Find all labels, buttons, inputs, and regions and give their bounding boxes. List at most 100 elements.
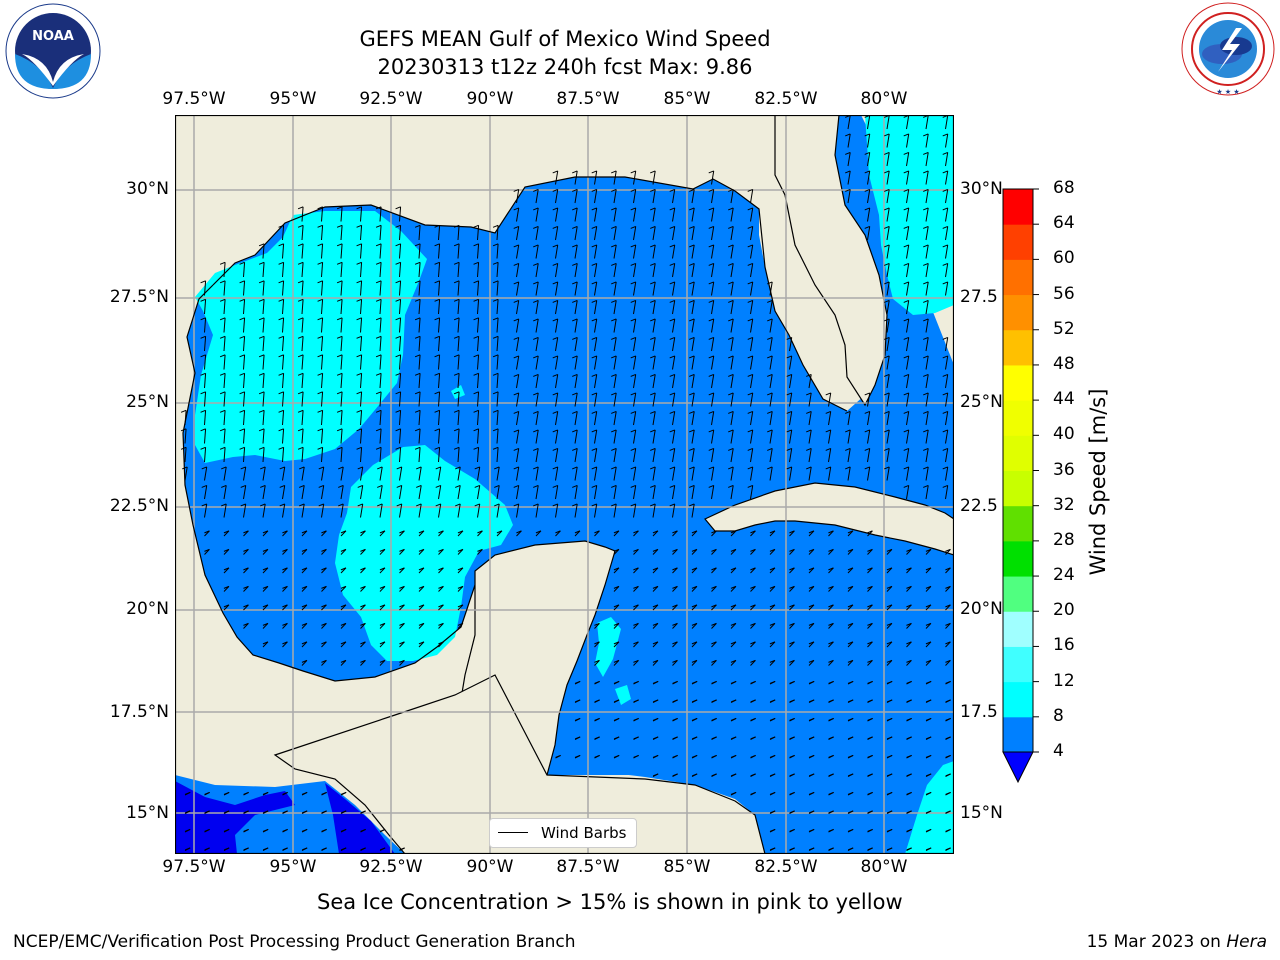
wind-barb — [847, 170, 851, 185]
wind-barb — [730, 281, 734, 296]
wind-barb-flag — [399, 604, 405, 608]
wind-barb-flag — [711, 736, 717, 740]
colorbar-segment — [1003, 681, 1033, 718]
wind-barb-flag — [708, 484, 714, 488]
wind-barb-flag — [867, 641, 873, 645]
wind-barb-flag — [574, 736, 581, 740]
wind-barb — [262, 503, 266, 518]
wind-barb-flag — [769, 585, 776, 589]
wind-barb-flag — [669, 299, 675, 303]
wind-barb-flag — [591, 503, 597, 507]
wind-barb-flag — [630, 225, 636, 229]
wind-barb-flag — [728, 299, 734, 303]
wind-barb-flag — [728, 318, 734, 322]
wind-barb-flag — [492, 243, 499, 247]
wind-barb — [672, 466, 676, 481]
wind-barb — [516, 281, 520, 296]
wind-barb-flag — [552, 299, 558, 303]
wind-barb — [594, 485, 598, 500]
wind-barb-flag — [200, 280, 206, 284]
wind-barb — [555, 244, 559, 259]
wind-barb — [301, 336, 304, 352]
wind-barb-flag — [418, 567, 425, 571]
wind-barb — [886, 300, 890, 315]
wind-barb-flag — [591, 355, 597, 359]
wind-barb-flag — [945, 717, 951, 721]
wind-barb-flag — [789, 754, 795, 758]
lon-label-top: 87.5°W — [556, 89, 620, 109]
wind-barb-flag — [262, 847, 269, 851]
wind-barb — [594, 355, 598, 370]
wind-barb-flag — [340, 641, 347, 645]
wind-barb-flag — [258, 446, 265, 450]
wind-barb-flag — [572, 262, 578, 266]
wind-barb-flag — [630, 207, 636, 211]
wind-barb — [399, 410, 402, 426]
wind-barb-flag — [808, 736, 815, 740]
wind-barb — [535, 300, 539, 315]
wind-barb — [574, 263, 578, 278]
wind-barb-flag — [923, 466, 929, 470]
wind-barb-flag — [747, 466, 753, 470]
wind-barb — [262, 354, 265, 370]
wind-barb-flag — [867, 567, 873, 571]
colorbar-segment — [1003, 189, 1033, 225]
wind-barb — [555, 207, 559, 222]
lat-label-right: 30°N — [960, 179, 1003, 199]
wind-barb — [750, 411, 754, 426]
wind-barb-flag — [730, 548, 737, 552]
wind-barb — [906, 318, 910, 333]
wind-barb — [184, 466, 188, 481]
wind-barb — [633, 318, 637, 333]
wind-barb-flag — [591, 373, 597, 377]
wind-barb — [340, 428, 343, 444]
wind-barb — [379, 280, 382, 296]
wind-barb-flag — [204, 548, 210, 552]
wind-barb — [808, 392, 812, 407]
wind-barb-flag — [884, 466, 890, 470]
wind-barb — [496, 466, 500, 481]
wind-barb-flag — [945, 659, 951, 663]
wind-barb — [379, 299, 382, 315]
wind-barb — [379, 485, 383, 500]
wind-barb-flag — [611, 281, 617, 285]
wind-barb-flag — [533, 262, 539, 266]
wind-barb — [730, 244, 734, 259]
wind-barb — [516, 226, 520, 241]
wind-barb-flag — [572, 447, 578, 451]
wind-barb-flag — [513, 262, 519, 266]
wind-barb-flag — [789, 567, 795, 571]
colorbar-tick-label: 20 — [1053, 600, 1075, 621]
wind-barb — [282, 503, 286, 518]
wind-barb-flag — [572, 392, 578, 396]
wind-barb — [457, 466, 461, 481]
wind-barb-flag — [239, 261, 245, 265]
wind-barb-flag — [321, 567, 327, 571]
wind-barb — [711, 207, 715, 222]
wind-barb — [418, 466, 422, 481]
wind-barb-flag — [867, 585, 873, 589]
colorbar-segment — [1003, 435, 1033, 471]
wind-barb-flag — [340, 828, 347, 832]
wind-barb-flag — [591, 392, 597, 396]
wind-barb-flag — [708, 244, 714, 248]
wind-barb — [594, 300, 598, 315]
wind-barb-flag — [611, 262, 617, 266]
wind-barb-flag — [317, 298, 323, 302]
nws-logo: ★ ★ ★ — [1178, 0, 1278, 98]
wind-barb-flag — [945, 754, 951, 758]
wind-barb — [945, 411, 949, 426]
wind-barb — [925, 281, 929, 296]
wind-barb-flag — [611, 244, 617, 248]
colorbar-segment — [1003, 576, 1033, 612]
wind-barb — [847, 411, 851, 426]
wind-barb-flag — [650, 447, 656, 451]
wind-barb-flag — [845, 133, 851, 137]
wind-barb — [750, 485, 754, 500]
wind-barb-flag — [613, 567, 620, 571]
wind-barb — [691, 355, 695, 370]
wind-barb-flag — [356, 354, 362, 358]
wind-barb — [730, 485, 734, 500]
wind-barb — [672, 207, 676, 222]
wind-barb-flag — [728, 281, 734, 285]
